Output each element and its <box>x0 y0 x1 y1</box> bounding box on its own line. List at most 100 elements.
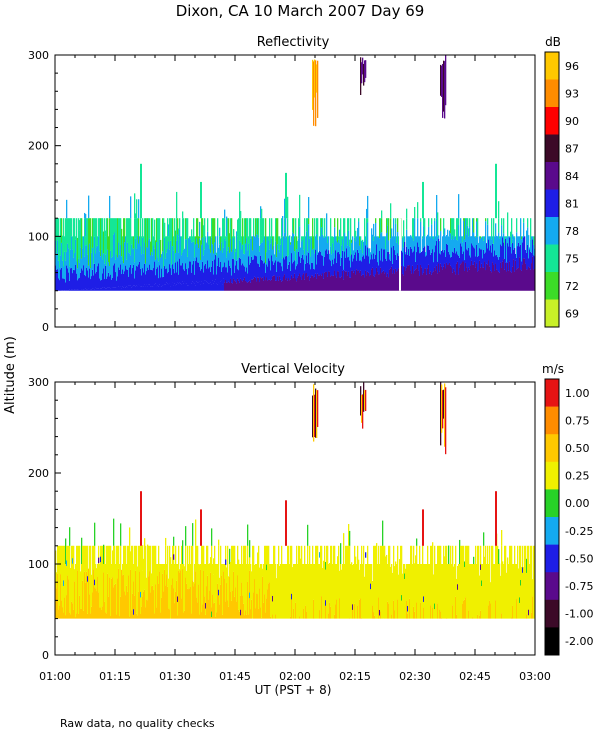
data-column <box>197 545 199 619</box>
echo-cell <box>131 273 133 288</box>
echo-cell <box>526 614 528 619</box>
data-column <box>494 236 496 291</box>
echo-cell <box>519 246 521 258</box>
echo-cell <box>529 247 531 250</box>
echo-cell <box>144 284 146 291</box>
echo-cell <box>435 236 437 246</box>
data-column <box>225 236 227 291</box>
figure-title: Dixon, CA 10 March 2007 Day 69 <box>176 2 425 20</box>
data-column <box>243 236 245 291</box>
echo-cell <box>356 260 358 270</box>
echo-cell <box>245 243 247 272</box>
echo-cell <box>164 266 166 285</box>
echo-cell <box>76 289 78 291</box>
echo-cell <box>220 250 222 262</box>
data-column <box>455 545 457 619</box>
echo-cell <box>312 545 314 619</box>
echo-cell <box>193 282 195 291</box>
echo-cell <box>213 283 215 291</box>
data-column <box>294 564 296 619</box>
echo-cell <box>380 545 382 612</box>
echo-cell <box>323 265 325 279</box>
echo-cell <box>252 259 254 280</box>
echo-cell <box>282 271 284 281</box>
echo-cell <box>360 270 362 291</box>
echo-cell <box>365 236 367 246</box>
echo-cell <box>212 218 214 245</box>
echo-cell <box>461 263 463 291</box>
echo-cell <box>223 218 225 248</box>
echo-cell <box>138 243 140 265</box>
echo-cell <box>179 229 181 259</box>
echo-cell <box>449 262 451 291</box>
echo-cell <box>167 248 169 274</box>
echo-cell <box>125 595 127 619</box>
echo-cell <box>197 282 199 291</box>
echo-cell <box>155 545 157 585</box>
echo-cell <box>377 262 379 272</box>
echo-cell <box>202 545 204 605</box>
data-column <box>363 241 365 291</box>
data-column <box>425 564 427 619</box>
echo-cell <box>98 288 100 291</box>
echo-cell <box>212 280 214 291</box>
echo-cell <box>358 221 360 253</box>
echo-cell <box>506 237 508 263</box>
data-column <box>216 564 218 619</box>
echo-cell <box>294 260 296 274</box>
echo-cell <box>194 583 196 619</box>
echo-cell <box>304 218 306 255</box>
data-column <box>467 218 469 291</box>
echo-cell <box>243 545 245 604</box>
echo-cell <box>217 265 219 285</box>
echo-cell <box>344 218 346 234</box>
echo-cell <box>270 280 272 291</box>
echo-cell <box>60 255 62 270</box>
echo-cell <box>481 249 483 264</box>
echo-cell <box>491 239 493 253</box>
echo-cell <box>403 236 405 248</box>
echo-cell <box>358 270 360 291</box>
echo-cell <box>464 218 466 240</box>
echo-cell <box>302 275 304 291</box>
echo-cell <box>202 283 204 291</box>
echo-cell <box>114 545 116 585</box>
echo-cell <box>324 256 326 273</box>
echo-cell <box>417 218 419 243</box>
echo-cell <box>203 236 205 256</box>
echo-cell <box>320 274 322 291</box>
data-column <box>188 238 190 291</box>
echo-cell <box>143 558 145 592</box>
echo-streak <box>440 382 442 446</box>
echo-cell <box>423 596 425 602</box>
echo-cell <box>171 284 173 291</box>
data-column <box>250 218 252 291</box>
echo-cell <box>344 251 346 271</box>
echo-cell <box>88 568 90 619</box>
echo-cell <box>477 614 479 619</box>
data-column <box>453 566 455 619</box>
echo-cell <box>351 562 353 619</box>
echo-cell <box>327 243 329 254</box>
echo-cell <box>353 564 355 619</box>
echo-cell <box>262 218 264 243</box>
data-column <box>272 236 274 291</box>
echo-cell <box>131 236 133 245</box>
echo-cell <box>382 545 384 619</box>
echo-cell <box>526 252 528 270</box>
echo-cell <box>240 595 242 619</box>
colorbar-swatch <box>545 572 559 601</box>
echo-cell <box>180 283 182 291</box>
echo-cell <box>187 588 189 619</box>
echo-cell <box>99 278 101 289</box>
echo-cell <box>267 589 269 619</box>
echo-cell <box>106 545 108 614</box>
echo-cell <box>99 288 101 291</box>
echo-cell <box>405 254 407 271</box>
echo-cell <box>349 618 351 619</box>
colorbar-swatch <box>545 379 559 407</box>
data-column <box>484 556 486 619</box>
echo-cell <box>401 250 403 266</box>
echo-cell <box>527 218 529 228</box>
